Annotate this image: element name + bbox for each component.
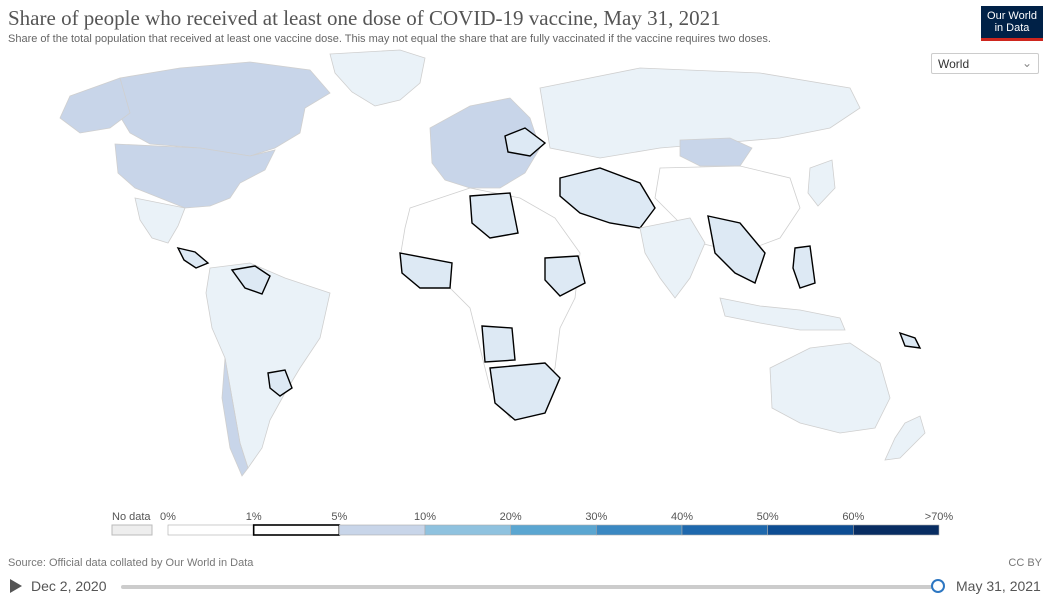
chart-subtitle: Share of the total population that recei…: [8, 33, 771, 45]
logo-line-2: in Data: [994, 22, 1030, 34]
country-papua: [898, 331, 922, 349]
source-note: Source: Official data collated by Our Wo…: [8, 557, 254, 569]
country-angola: [481, 325, 516, 363]
chart-title: Share of people who received at least on…: [8, 6, 721, 30]
legend-bin-label: 5%: [331, 511, 347, 523]
legend-last-label: >70%: [925, 511, 954, 523]
legend-bin-label: 1%: [246, 511, 262, 523]
timeline-end-label[interactable]: May 31, 2021: [956, 578, 1041, 594]
legend-bin-swatch: [167, 524, 254, 536]
country-chile: [221, 357, 249, 477]
country-ethiopia: [544, 255, 586, 297]
region-select-value: World: [938, 57, 970, 71]
country-west-africa: [399, 252, 453, 289]
legend-bin-swatch: [424, 524, 511, 536]
country-mexico: [134, 197, 186, 244]
country-india: [639, 217, 706, 299]
country-middle-east: [559, 167, 656, 229]
legend-no-data-swatch: [111, 524, 153, 536]
legend-bin-label: 0%: [160, 511, 176, 523]
country-russia: [539, 67, 861, 159]
region-select[interactable]: World ⌄: [931, 53, 1039, 74]
country-greenland: [329, 49, 426, 107]
play-icon[interactable]: [10, 579, 22, 593]
country-indonesia: [719, 297, 846, 331]
color-legend: No data 0% 1% 5% 10% 20% 30% 40% 50% 60% >70%: [111, 511, 954, 536]
country-mongolia: [679, 137, 753, 167]
world-map[interactable]: [0, 48, 1060, 498]
country-ukraine: [504, 127, 547, 157]
country-alaska: [59, 77, 131, 134]
country-southeast-asia: [707, 215, 766, 284]
country-new-zealand: [884, 415, 926, 461]
country-south-america: [205, 262, 331, 469]
license-link[interactable]: CC BY: [1008, 557, 1042, 569]
timeline-start-label[interactable]: Dec 2, 2020: [31, 578, 107, 594]
legend-bin-label: 10%: [414, 511, 436, 523]
chevron-down-icon: ⌄: [1021, 56, 1032, 70]
legend-bin-swatch: [339, 524, 426, 536]
country-canada: [114, 61, 331, 157]
country-europe: [429, 97, 541, 189]
timeline-handle[interactable]: [931, 579, 945, 593]
legend-bin-label: 20%: [500, 511, 522, 523]
legend-bin-swatch: [510, 524, 597, 536]
legend-bin-label: 50%: [757, 511, 779, 523]
legend-no-data-label: No data: [112, 511, 151, 523]
legend-bin-swatch: [767, 524, 854, 536]
legend-bin-label: 40%: [671, 511, 693, 523]
legend-bin-swatch: [853, 524, 940, 536]
country-japan: [807, 159, 836, 207]
legend-bin-label: 60%: [842, 511, 864, 523]
country-paraguay: [267, 369, 293, 397]
owid-logo[interactable]: Our World in Data: [981, 6, 1043, 41]
country-philippines: [792, 245, 816, 289]
legend-bin-swatch: [596, 524, 683, 536]
timeline[interactable]: Dec 2, 2020 May 31, 2021: [0, 574, 1060, 596]
country-venezuela: [230, 265, 271, 295]
country-central-america: [176, 246, 210, 269]
legend-bin-swatch: [681, 524, 768, 536]
country-southern-africa: [489, 362, 561, 421]
country-libya: [469, 192, 519, 239]
legend-bin-label: 30%: [585, 511, 607, 523]
logo-line-1: Our World: [987, 10, 1037, 22]
legend-bin-swatch: [252, 524, 341, 536]
timeline-track[interactable]: [121, 585, 939, 589]
country-australia: [769, 342, 891, 434]
country-usa: [114, 143, 276, 209]
